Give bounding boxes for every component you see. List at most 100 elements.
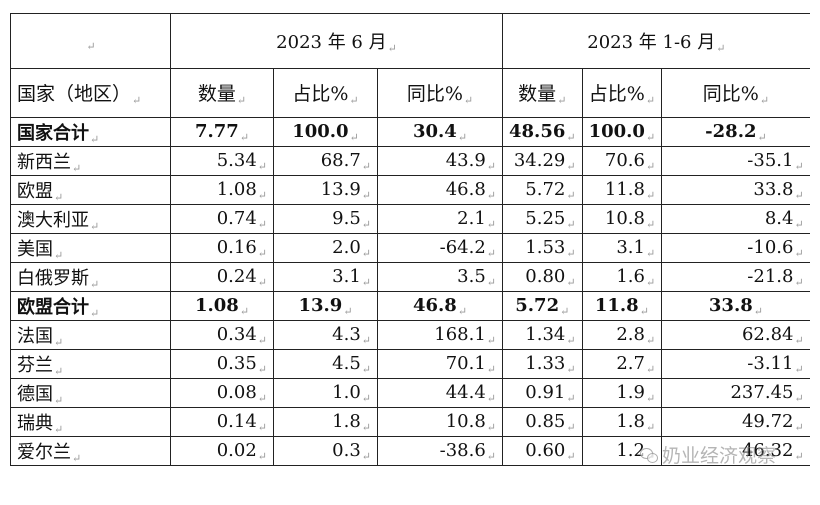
cell-yoy-month: 46.8↵	[377, 291, 503, 321]
period-header-ytd: 2023 年 1-6 月↵	[501, 13, 810, 69]
table-row: 德国↵ 0.08↵ 1.0↵ 44.4↵ 0.91↵ 1.9↵ 237.45↵	[10, 378, 810, 408]
cell-yoy-ytd: 237.45↵	[661, 378, 810, 408]
table-row: 法国↵ 0.34↵ 4.3↵ 168.1↵ 1.34↵ 2.8↵ 62.84↵	[10, 320, 810, 350]
cell-qty-month: 0.14↵	[170, 407, 274, 437]
table-row: 欧盟↵ 1.08↵ 13.9↵ 46.8↵ 5.72↵ 11.8↵ 33.8↵	[10, 175, 810, 205]
cell-share-month: 0.3↵	[273, 436, 378, 466]
cell-share-ytd: 11.8↵	[581, 291, 663, 321]
cell-share-ytd: 100.0↵	[581, 117, 663, 147]
cell-yoy-ytd: 49.72↵	[661, 407, 810, 437]
corner-cell: ↵	[10, 13, 171, 69]
cell-yoy-month: 30.4↵	[377, 117, 503, 147]
col-header-yoy-ytd: 同比%↵	[661, 68, 810, 118]
cell-share-month: 68.7↵	[273, 146, 378, 176]
period-header-month: 2023 年 6 月↵	[170, 13, 503, 69]
cell-yoy-month: 2.1↵	[377, 204, 503, 234]
data-table-container: ↵ 2023 年 6 月↵ 2023 年 1-6 月↵ 国家（地区）↵ 数量↵ …	[10, 13, 810, 466]
cell-share-ytd: 1.9↵	[581, 378, 663, 408]
row-label: 欧盟合计↵	[10, 291, 171, 321]
table-row: 美国↵ 0.16↵ 2.0↵ -64.2↵ 1.53↵ 3.1↵ -10.6↵	[10, 233, 810, 263]
cell-yoy-month: 70.1↵	[377, 349, 503, 379]
cell-share-ytd: 3.1↵	[581, 233, 663, 263]
cell-share-month: 9.5↵	[273, 204, 378, 234]
cell-qty-month: 0.08↵	[170, 378, 274, 408]
cell-share-ytd: 2.7↵	[581, 349, 663, 379]
cell-qty-ytd: 0.60↵	[502, 436, 583, 466]
cell-share-ytd: 2.8↵	[581, 320, 663, 350]
cell-share-ytd: 1.6↵	[581, 262, 663, 292]
cell-qty-ytd: 1.34↵	[502, 320, 583, 350]
wechat-icon	[640, 447, 658, 463]
cell-qty-ytd: 5.72↵	[502, 175, 583, 205]
table-row: 白俄罗斯↵ 0.24↵ 3.1↵ 3.5↵ 0.80↵ 1.6↵ -21.8↵	[10, 262, 810, 292]
table-row: 芬兰↵ 0.35↵ 4.5↵ 70.1↵ 1.33↵ 2.7↵ -3.11↵	[10, 349, 810, 379]
table-row: 新西兰↵ 5.34↵ 68.7↵ 43.9↵ 34.29↵ 70.6↵ -35.…	[10, 146, 810, 176]
row-label: 芬兰↵	[10, 349, 171, 379]
row-label: 国家合计↵	[10, 117, 171, 147]
period-header-row: ↵ 2023 年 6 月↵ 2023 年 1-6 月↵	[10, 13, 810, 69]
cell-yoy-ytd: -28.2↵	[661, 117, 810, 147]
col-header-yoy-month: 同比%↵	[377, 68, 503, 118]
cell-yoy-month: 43.9↵	[377, 146, 503, 176]
row-label: 新西兰↵	[10, 146, 171, 176]
cell-qty-ytd: 0.85↵	[502, 407, 583, 437]
cell-qty-ytd: 1.53↵	[502, 233, 583, 263]
cell-qty-month: 0.02↵	[170, 436, 274, 466]
table-row: 澳大利亚↵ 0.74↵ 9.5↵ 2.1↵ 5.25↵ 10.8↵ 8.4↵	[10, 204, 810, 234]
cell-qty-ytd: 34.29↵	[502, 146, 583, 176]
col-header-country: 国家（地区）↵	[10, 68, 171, 118]
cell-qty-month: 1.08↵	[170, 175, 274, 205]
table-row: 欧盟合计↵ 1.08↵ 13.9↵ 46.8↵ 5.72↵ 11.8↵ 33.8…	[10, 291, 810, 321]
cell-qty-ytd: 1.33↵	[502, 349, 583, 379]
row-label: 法国↵	[10, 320, 171, 350]
cell-share-ytd: 11.8↵	[581, 175, 663, 205]
cell-yoy-ytd: -3.11↵	[661, 349, 810, 379]
cell-qty-month: 5.34↵	[170, 146, 274, 176]
cell-qty-month: 0.24↵	[170, 262, 274, 292]
watermark: 奶业经济观察	[640, 441, 776, 468]
cell-yoy-ytd: -35.1↵	[661, 146, 810, 176]
cell-yoy-ytd: -10.6↵	[661, 233, 810, 263]
col-header-qty-month: 数量↵	[170, 68, 274, 118]
cell-yoy-month: 3.5↵	[377, 262, 503, 292]
row-label: 澳大利亚↵	[10, 204, 171, 234]
cell-yoy-month: 44.4↵	[377, 378, 503, 408]
cell-share-month: 100.0↵	[273, 117, 378, 147]
cell-yoy-month: 168.1↵	[377, 320, 503, 350]
cell-yoy-ytd: 62.84↵	[661, 320, 810, 350]
cell-qty-ytd: 0.80↵	[502, 262, 583, 292]
row-label: 欧盟↵	[10, 175, 171, 205]
cell-yoy-ytd: -21.8↵	[661, 262, 810, 292]
cell-yoy-month: -64.2↵	[377, 233, 503, 263]
row-label: 瑞典↵	[10, 407, 171, 437]
row-label: 美国↵	[10, 233, 171, 263]
cell-yoy-ytd: 46.32↵	[661, 436, 810, 466]
cell-yoy-month: -38.6↵	[377, 436, 503, 466]
cell-qty-ytd: 48.56↵	[502, 117, 583, 147]
cell-qty-ytd: 5.72↵	[502, 291, 583, 321]
cell-share-ytd: 1.8↵	[581, 407, 663, 437]
cell-qty-month: 1.08↵	[170, 291, 274, 321]
cell-qty-ytd: 0.91↵	[502, 378, 583, 408]
watermark-text: 奶业经济观察	[662, 445, 777, 467]
cell-qty-month: 0.74↵	[170, 204, 274, 234]
cell-yoy-ytd: 33.8↵	[661, 175, 810, 205]
column-header-row: 国家（地区）↵ 数量↵ 占比%↵ 同比%↵ 数量↵ 占比%↵ 同比%↵	[10, 68, 810, 118]
cell-qty-month: 7.77↵	[170, 117, 274, 147]
cell-yoy-ytd: 8.4↵	[661, 204, 810, 234]
cell-share-month: 4.3↵	[273, 320, 378, 350]
cell-qty-month: 0.16↵	[170, 233, 274, 263]
cell-qty-ytd: 5.25↵	[502, 204, 583, 234]
table-row: 瑞典↵ 0.14↵ 1.8↵ 10.8↵ 0.85↵ 1.8↵ 49.72↵	[10, 407, 810, 437]
cell-qty-month: 0.35↵	[170, 349, 274, 379]
col-header-share-month: 占比%↵	[273, 68, 378, 118]
cell-share-month: 4.5↵	[273, 349, 378, 379]
cell-yoy-month: 46.8↵	[377, 175, 503, 205]
cell-share-month: 13.9↵	[273, 175, 378, 205]
row-label: 德国↵	[10, 378, 171, 408]
cell-yoy-ytd: 33.8↵	[661, 291, 810, 321]
cell-share-ytd: 70.6↵	[581, 146, 663, 176]
cell-share-month: 3.1↵	[273, 262, 378, 292]
cell-yoy-month: 10.8↵	[377, 407, 503, 437]
cell-share-month: 1.0↵	[273, 378, 378, 408]
